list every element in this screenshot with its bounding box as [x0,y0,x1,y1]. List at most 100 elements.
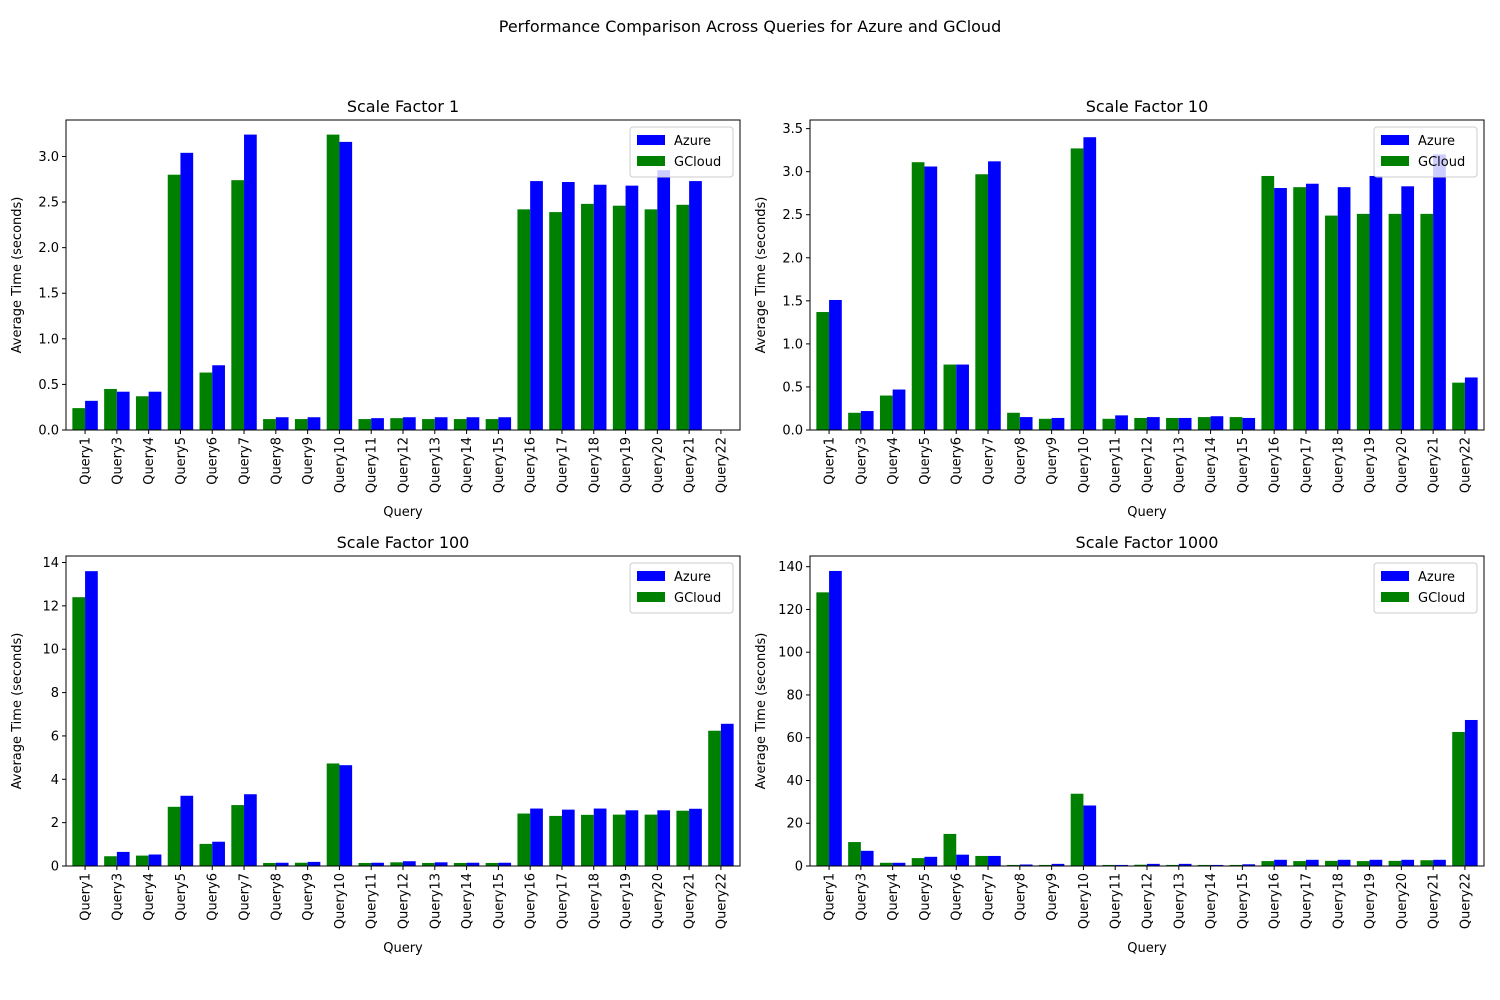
bar-azure-query16 [530,808,543,866]
y-tick-label: 0.0 [38,424,59,439]
x-tick-label: Query6 [206,437,221,485]
bar-gcloud-query14 [453,862,467,866]
bar-azure-query20 [657,810,671,866]
x-tick-label: Query10 [1077,873,1092,929]
chart-title: Scale Factor 10 [1086,97,1209,116]
y-tick-label: 14 [42,556,59,571]
x-tick-label: Query5 [918,437,933,485]
legend-swatch-azure [637,571,665,581]
bar-azure-query19 [1369,859,1383,866]
bar-azure-query11 [371,862,384,866]
x-tick-label: Query15 [492,873,507,929]
x-tick-label: Query3 [854,437,869,485]
bar-gcloud-query12 [1134,417,1147,430]
bar-azure-query3 [116,391,130,430]
bar-gcloud-query21 [676,204,690,430]
x-tick-label: Query16 [1268,437,1283,493]
bar-azure-query7 [244,134,257,430]
bar-azure-query14 [1210,864,1224,866]
bar-azure-query3 [860,850,874,866]
bar-azure-query3 [860,411,874,430]
bar-azure-query16 [1274,188,1287,430]
bar-gcloud-query6 [943,364,957,430]
bar-gcloud-query11 [1102,864,1116,866]
bar-azure-query1 [829,299,842,430]
bar-gcloud-query8 [1007,412,1020,430]
x-tick-label: Query14 [460,873,475,929]
bar-gcloud-query12 [1134,864,1147,866]
bar-azure-query20 [1401,859,1415,866]
x-tick-label: Query13 [1172,873,1187,929]
y-tick-label: 2.5 [38,196,59,211]
x-tick-label: Query19 [1363,437,1378,493]
legend-label-gcloud: GCloud [674,591,721,606]
x-tick-label: Query22 [1458,437,1473,493]
bar-gcloud-query20 [644,209,658,430]
bars-group [816,137,1478,430]
x-tick-label: Query17 [1299,873,1314,929]
bar-azure-query13 [434,862,448,866]
bar-gcloud-query10 [1070,793,1084,866]
bar-gcloud-query17 [549,815,562,866]
legend-label-gcloud: GCloud [674,155,721,170]
bar-gcloud-query8 [1007,864,1020,866]
chart-panel-2: Scale Factor 10 0.0 0.5 1.0 1.5 2.0 2.5 3.0 3.5 Q… [754,97,1485,520]
bar-azure-query19 [625,185,639,430]
chart-title: Scale Factor 100 [337,533,470,552]
x-axis-label: Query [383,941,423,956]
x-tick-label: Query7 [238,873,253,921]
bar-azure-query5 [180,795,194,866]
x-tick-label: Query9 [1045,873,1060,921]
bar-gcloud-query14 [453,419,467,430]
legend-swatch-gcloud [1381,156,1409,166]
x-tick-label: Query1 [823,873,838,921]
chart-panel-1: Scale Factor 1 0.0 0.5 1.0 1.5 2.0 2.5 3.0 Query… [10,97,741,520]
y-axis-label: Average Time (seconds) [754,633,769,790]
y-tick-label: 100 [778,646,803,661]
bar-gcloud-query6 [943,833,957,866]
bar-gcloud-query5 [911,162,925,430]
x-tick-label: Query8 [1013,437,1028,485]
bar-gcloud-query3 [848,412,861,430]
legend-label-gcloud: GCloud [1418,591,1465,606]
y-axis-label: Average Time (seconds) [10,197,25,354]
bar-azure-query17 [561,182,575,430]
bar-azure-query21 [689,808,702,866]
y-tick-label: 10 [42,643,59,658]
bar-gcloud-query1 [816,312,830,430]
x-tick-label: Query15 [492,437,507,493]
bar-gcloud-query20 [1388,860,1402,866]
x-tick-label: Query7 [238,437,253,485]
x-tick-label: Query3 [854,873,869,921]
y-tick-label: 12 [42,599,59,614]
bar-azure-query6 [956,364,969,430]
x-tick-label: Query21 [1427,873,1442,929]
x-tick-label: Query16 [524,437,539,493]
bar-azure-query12 [1147,863,1160,866]
bar-gcloud-query6 [199,843,213,866]
chart-title: Scale Factor 1000 [1076,533,1219,552]
x-tick-label: Query9 [301,873,316,921]
bar-gcloud-query7 [975,174,989,430]
bar-azure-query19 [1369,175,1383,430]
bar-azure-query22 [1464,377,1478,430]
y-tick-label: 120 [778,603,803,618]
x-axis-label: Query [1127,941,1167,956]
bar-gcloud-query15 [485,419,499,430]
bar-azure-query13 [1178,863,1192,866]
bar-gcloud-query17 [549,212,562,430]
y-tick-label: 1.5 [38,287,59,302]
bar-gcloud-query21 [1420,860,1434,866]
legend-label-azure: Azure [1418,134,1455,149]
bar-gcloud-query19 [612,814,626,866]
x-tick-label: Query6 [206,873,221,921]
bar-azure-query14 [1210,416,1224,430]
x-tick-label: Query10 [333,873,348,929]
x-tick-label: Query12 [1141,873,1156,929]
bar-azure-query13 [434,417,448,430]
bar-gcloud-query15 [485,862,499,866]
x-tick-label: Query22 [714,873,729,929]
legend-swatch-gcloud [1381,592,1409,602]
x-tick-label: Query5 [174,873,189,921]
bar-azure-query20 [657,170,671,430]
